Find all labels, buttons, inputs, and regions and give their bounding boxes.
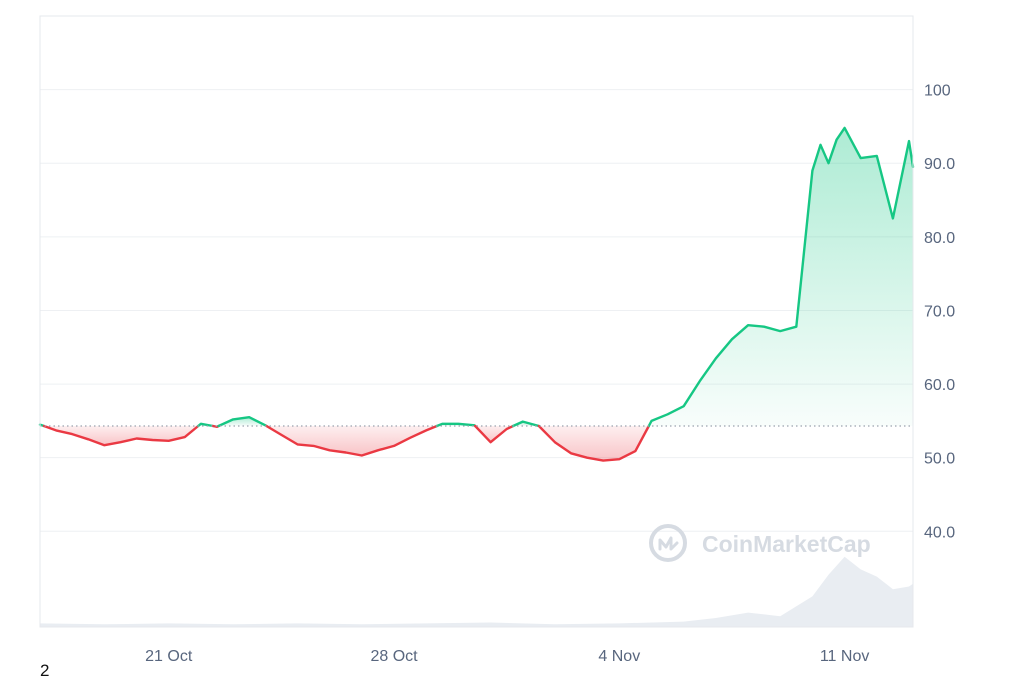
price-line-down [537,424,650,462]
x-tick-label: 21 Oct [145,648,193,665]
x-tick-label: 28 Oct [370,648,418,665]
x-tick-label: 4 Nov [598,648,640,665]
y-tick-label: 100 [924,83,951,100]
volume-area [40,556,913,627]
y-axis: 40.0 50.0 60.0 70.0 80.0 90.0 100 [924,83,955,542]
price-line-up [647,126,915,428]
y-tick-label: 90.0 [924,156,955,173]
price-line-down [474,424,515,444]
price-fill-down [538,426,649,461]
watermark: CoinMarketCap [649,524,871,562]
coinmarketcap-logo-icon [649,524,687,562]
x-tick-label: 11 Nov [820,648,870,665]
x-axis: 21 Oct 28 Oct 4 Nov 11 Nov [145,648,869,665]
y-tick-label: 80.0 [924,230,955,247]
volume-area-layer [40,556,913,627]
price-line-layer [38,126,915,462]
y-tick-label: 40.0 [924,524,955,541]
price-fill-up [648,127,913,427]
price-line-up [197,422,215,428]
grid-layer [40,89,913,532]
y-tick-label: 70.0 [924,303,955,320]
y-tick-label: 60.0 [924,377,955,394]
price-line-up [511,420,541,428]
y-tick-label: 50.0 [924,451,955,468]
price-fill-up [218,417,267,426]
plot-frame [39,15,914,628]
price-fill-down [266,426,437,456]
price-fill-layer [40,127,913,461]
price-line-down [42,424,200,447]
price-line-down [265,424,439,457]
price-fill-down [44,426,199,446]
page-number: 2 [40,661,50,680]
watermark-text: CoinMarketCap [702,531,871,557]
